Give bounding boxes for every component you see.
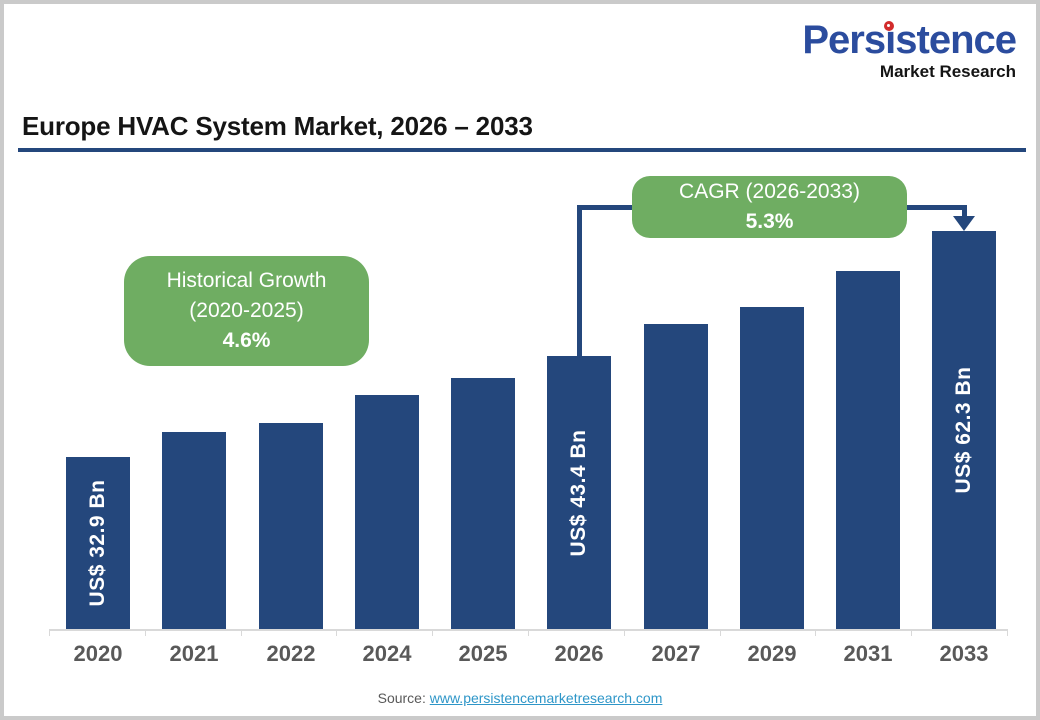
x-axis-tick <box>719 629 721 636</box>
x-axis-label-2024: 2024 <box>362 641 412 666</box>
pmr-logo: Persistence Market Research <box>802 18 1017 81</box>
x-axis-label-2022: 2022 <box>266 641 316 666</box>
bar-2026 <box>547 356 611 629</box>
cagr-arrow-down-icon <box>953 216 975 231</box>
x-axis-tick <box>623 629 625 636</box>
bar-2022 <box>259 423 323 629</box>
x-axis-tick <box>336 629 338 636</box>
title-underline <box>18 148 1026 152</box>
bar-2025 <box>451 378 515 629</box>
x-axis-label-2033: 2033 <box>939 641 989 666</box>
x-axis-tick <box>432 629 434 636</box>
x-axis-label-2021: 2021 <box>169 641 219 666</box>
x-axis-tick <box>911 629 913 636</box>
x-axis-tick <box>144 629 146 636</box>
bar-2021 <box>162 432 226 629</box>
logo-brand-text: Persistence <box>802 18 1017 62</box>
bar-2027 <box>644 324 708 629</box>
historical-growth-callout: Historical Growth (2020-2025) 4.6% <box>124 256 369 366</box>
x-axis-tick <box>815 629 817 636</box>
x-axis-tick <box>240 629 242 636</box>
x-axis-tick <box>49 629 50 636</box>
bar-value-label-2033: US$ 62.3 Bn <box>952 366 975 494</box>
cagr-connector-right-horizontal <box>907 205 967 210</box>
historical-growth-line1: Historical Growth <box>166 269 327 292</box>
source-label: Source: <box>377 690 430 706</box>
cagr-line1: CAGR (2026-2033) <box>679 180 860 203</box>
historical-growth-line2: (2020-2025) <box>189 299 304 322</box>
cagr-callout: CAGR (2026-2033) 5.3% <box>632 176 907 238</box>
x-axis-label-2029: 2029 <box>747 641 797 666</box>
source-link[interactable]: www.persistencemarketresearch.com <box>429 690 663 706</box>
page-title: Europe HVAC System Market, 2026 – 2033 <box>22 111 533 141</box>
cagr-connector-left-vertical <box>577 205 582 356</box>
historical-growth-value: 4.6% <box>222 329 271 352</box>
logo-sub-text: Market Research <box>879 62 1016 81</box>
x-axis-label-2020: 2020 <box>73 641 123 666</box>
x-axis-tick <box>1007 629 1008 636</box>
cagr-value: 5.3% <box>745 210 794 233</box>
cagr-connector-right-vertical <box>962 205 967 219</box>
source-line: Source: www.persistencemarketresearch.co… <box>4 690 1036 706</box>
bar-value-label-2020: US$ 32.9 Bn <box>86 479 109 607</box>
bar-2029 <box>740 307 804 629</box>
x-axis-tick <box>528 629 529 636</box>
bar-2020 <box>66 457 130 629</box>
x-axis-label-2031: 2031 <box>843 641 893 666</box>
bar-2024 <box>355 395 419 629</box>
logo-red-dot-i: i <box>884 18 896 62</box>
x-axis-label-2025: 2025 <box>458 641 508 666</box>
bar-2031 <box>836 271 900 629</box>
bar-2033 <box>932 231 996 629</box>
x-axis-label-2027: 2027 <box>651 641 701 666</box>
x-axis-label-2026: 2026 <box>554 641 604 666</box>
cagr-connector-left-horizontal <box>577 205 632 210</box>
bar-value-label-2026: US$ 43.4 Bn <box>567 429 590 556</box>
